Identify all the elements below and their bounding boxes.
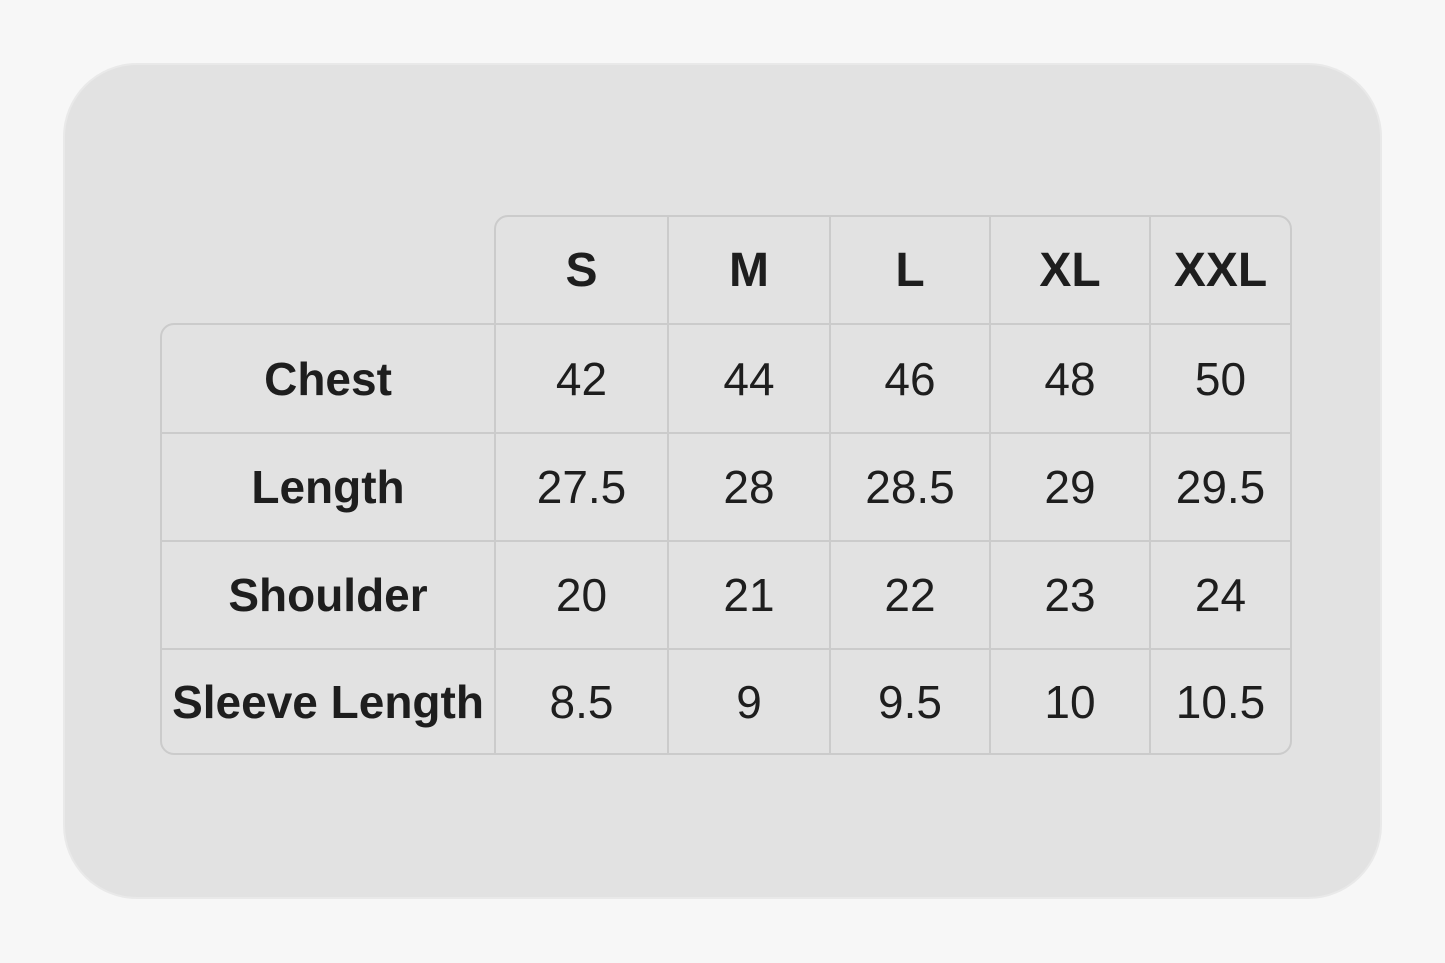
table-cell: 23 <box>989 540 1151 650</box>
table-cell: 50 <box>1149 323 1292 434</box>
table-cell: 28 <box>667 432 831 542</box>
table-cell: 10 <box>989 648 1151 755</box>
table-cell: 27.5 <box>494 432 669 542</box>
table-cell: 24 <box>1149 540 1292 650</box>
size-header-xl: XL <box>989 215 1151 325</box>
table-cell: 9 <box>667 648 831 755</box>
table-cell: 29.5 <box>1149 432 1292 542</box>
size-header-m: M <box>667 215 831 325</box>
table-cell: 42 <box>494 323 669 434</box>
size-header-s: S <box>494 215 669 325</box>
size-header-xxl: XXL <box>1149 215 1292 325</box>
table-cell: 8.5 <box>494 648 669 755</box>
size-chart-card <box>65 65 1380 897</box>
table-cell: 10.5 <box>1149 648 1292 755</box>
row-label: Shoulder <box>160 540 496 650</box>
table-cell: 21 <box>667 540 831 650</box>
table-cell: 22 <box>829 540 991 650</box>
row-label: Sleeve Length <box>160 648 496 755</box>
table-cell: 44 <box>667 323 831 434</box>
table-cell: 29 <box>989 432 1151 542</box>
row-label: Chest <box>160 323 496 434</box>
table-cell: 20 <box>494 540 669 650</box>
row-label: Length <box>160 432 496 542</box>
table-cell: 9.5 <box>829 648 991 755</box>
size-header-l: L <box>829 215 991 325</box>
table-cell: 46 <box>829 323 991 434</box>
table-cell: 28.5 <box>829 432 991 542</box>
table-cell: 48 <box>989 323 1151 434</box>
